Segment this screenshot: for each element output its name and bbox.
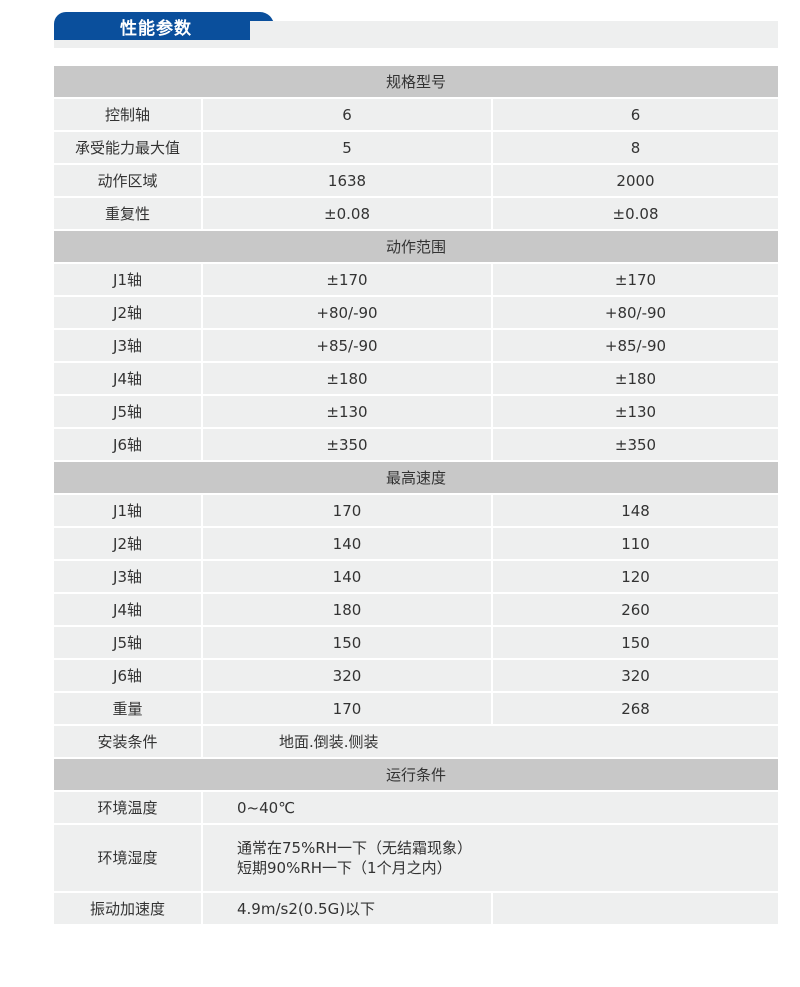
row-value: ±350 <box>201 427 493 462</box>
row-value: ±180 <box>490 361 779 396</box>
row-value: 5 <box>201 130 493 165</box>
section-header-row: 规格型号 <box>54 66 779 99</box>
row-label: J2轴 <box>54 526 203 561</box>
row-value: ±0.08 <box>201 196 493 231</box>
row-value: +85/-90 <box>201 328 493 363</box>
row-value: 320 <box>201 658 493 693</box>
table-row: 动作区域 1638 2000 <box>54 163 779 198</box>
table-row: J3轴 140 120 <box>54 559 779 594</box>
table-row: J3轴 +85/-90 +85/-90 <box>54 328 779 363</box>
table-row: 安装条件 地面.倒装.侧装 <box>54 724 779 759</box>
table-row: J1轴 ±170 ±170 <box>54 262 779 297</box>
row-value: ±180 <box>201 361 493 396</box>
row-value: 268 <box>490 691 779 726</box>
table-row: J4轴 180 260 <box>54 592 779 627</box>
section-header: 运行条件 <box>54 757 779 792</box>
row-label: J4轴 <box>54 592 203 627</box>
section-header: 规格型号 <box>54 66 779 99</box>
row-value: 120 <box>490 559 779 594</box>
row-label: 环境湿度 <box>54 823 203 893</box>
row-label: J3轴 <box>54 328 203 363</box>
row-value: 170 <box>201 493 493 528</box>
row-value: 1638 <box>201 163 493 198</box>
row-value: 地面.倒装.侧装 <box>200 724 779 759</box>
table-row: 重复性 ±0.08 ±0.08 <box>54 196 779 231</box>
row-label: J1轴 <box>54 493 203 528</box>
table-row: J5轴 150 150 <box>54 625 779 660</box>
row-value: 6 <box>490 97 779 132</box>
row-label: 安装条件 <box>54 724 203 759</box>
row-label: J4轴 <box>54 361 203 396</box>
table-row: 控制轴 6 6 <box>54 97 779 132</box>
row-label: 控制轴 <box>54 97 203 132</box>
page-title: 性能参数 <box>120 19 192 39</box>
row-value: ±170 <box>490 262 779 297</box>
row-value: 140 <box>201 526 493 561</box>
row-value: ±130 <box>201 394 493 429</box>
row-label: J6轴 <box>54 658 203 693</box>
table-row: 环境湿度 通常在75%RH一下（无结霜现象） 短期90%RH一下（1个月之内） <box>54 823 779 893</box>
table-row: J6轴 320 320 <box>54 658 779 693</box>
row-value: 150 <box>201 625 493 660</box>
spec-table: 规格型号 控制轴 6 6 承受能力最大值 5 8 动作区域 1638 2000 重复性 ±0.08 ±0… <box>54 66 779 926</box>
section-header: 最高速度 <box>54 460 779 495</box>
row-label: J6轴 <box>54 427 203 462</box>
row-value: 4.9m/s2(0.5G)以下 <box>201 891 493 926</box>
row-value: 0~40℃ <box>200 790 779 825</box>
row-value: 170 <box>201 691 493 726</box>
row-value: +80/-90 <box>490 295 779 330</box>
table-row: J6轴 ±350 ±350 <box>54 427 779 462</box>
row-value: 150 <box>490 625 779 660</box>
row-value: 通常在75%RH一下（无结霜现象） 短期90%RH一下（1个月之内） <box>200 823 779 893</box>
row-label: J5轴 <box>54 625 203 660</box>
row-value: 148 <box>490 493 779 528</box>
row-label: J2轴 <box>54 295 203 330</box>
row-label: J1轴 <box>54 262 203 297</box>
row-label: 环境温度 <box>54 790 203 825</box>
row-label: 振动加速度 <box>54 891 203 926</box>
row-value: 8 <box>490 130 779 165</box>
section-header-row: 运行条件 <box>54 757 779 792</box>
row-value: 6 <box>201 97 493 132</box>
title-tab-notch <box>250 21 280 40</box>
row-value: 260 <box>490 592 779 627</box>
table-row: J5轴 ±130 ±130 <box>54 394 779 429</box>
row-value: ±130 <box>490 394 779 429</box>
row-label: 动作区域 <box>54 163 203 198</box>
table-row: J1轴 170 148 <box>54 493 779 528</box>
table-row: J4轴 ±180 ±180 <box>54 361 779 396</box>
row-value: 320 <box>490 658 779 693</box>
table-row: J2轴 140 110 <box>54 526 779 561</box>
row-value: 180 <box>201 592 493 627</box>
row-value: ±0.08 <box>490 196 779 231</box>
section-header-row: 最高速度 <box>54 460 779 495</box>
row-value: ±350 <box>490 427 779 462</box>
row-value: 110 <box>490 526 779 561</box>
row-value: +80/-90 <box>201 295 493 330</box>
value-line: 短期90%RH一下（1个月之内） <box>237 859 452 877</box>
table-row: 环境温度 0~40℃ <box>54 790 779 825</box>
row-value: +85/-90 <box>490 328 779 363</box>
row-label: J5轴 <box>54 394 203 429</box>
row-value: 2000 <box>490 163 779 198</box>
row-value <box>490 891 779 926</box>
row-label: J3轴 <box>54 559 203 594</box>
row-label: 承受能力最大值 <box>54 130 203 165</box>
row-label: 重量 <box>54 691 203 726</box>
table-row: 重量 170 268 <box>54 691 779 726</box>
table-row: 承受能力最大值 5 8 <box>54 130 779 165</box>
section-header-row: 动作范围 <box>54 229 779 264</box>
table-row: 振动加速度 4.9m/s2(0.5G)以下 <box>54 891 779 926</box>
value-line: 通常在75%RH一下（无结霜现象） <box>237 839 473 857</box>
row-value: ±170 <box>201 262 493 297</box>
section-title-tab <box>54 12 274 40</box>
row-label: 重复性 <box>54 196 203 231</box>
table-row: J2轴 +80/-90 +80/-90 <box>54 295 779 330</box>
section-header: 动作范围 <box>54 229 779 264</box>
row-value: 140 <box>201 559 493 594</box>
